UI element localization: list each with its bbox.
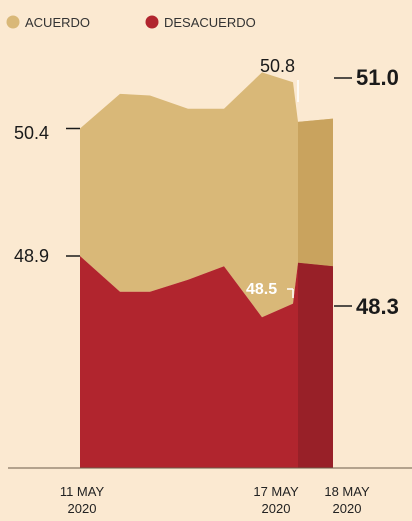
desacuerdo-area — [80, 256, 333, 468]
annotation-label: 48.5 — [246, 281, 277, 298]
acuerdo-area — [80, 72, 333, 318]
legend-desacuerdo-swatch — [145, 15, 159, 29]
x-tick-label: 2020 — [262, 501, 291, 516]
legend-acuerdo-swatch — [6, 15, 20, 29]
annotation-label: 48.9 — [14, 246, 49, 266]
x-tick-label: 17 MAY — [253, 484, 299, 499]
x-tick-label: 11 MAY — [60, 484, 105, 499]
x-tick-label: 2020 — [68, 501, 97, 516]
x-tick-label: 2020 — [333, 501, 362, 516]
desacuerdo-highlight-segment — [298, 262, 333, 468]
annotation-label: 50.4 — [14, 123, 49, 143]
legend-desacuerdo-label: DESACUERDO — [164, 15, 256, 30]
x-tick-label: 18 MAY — [324, 484, 370, 499]
legend-acuerdo-label: ACUERDO — [25, 15, 90, 30]
annotation-label: 48.3 — [356, 294, 399, 319]
annotation-label: 50.8 — [260, 56, 295, 76]
acuerdo-highlight-segment — [298, 118, 333, 267]
annotation-label: 51.0 — [356, 65, 399, 90]
